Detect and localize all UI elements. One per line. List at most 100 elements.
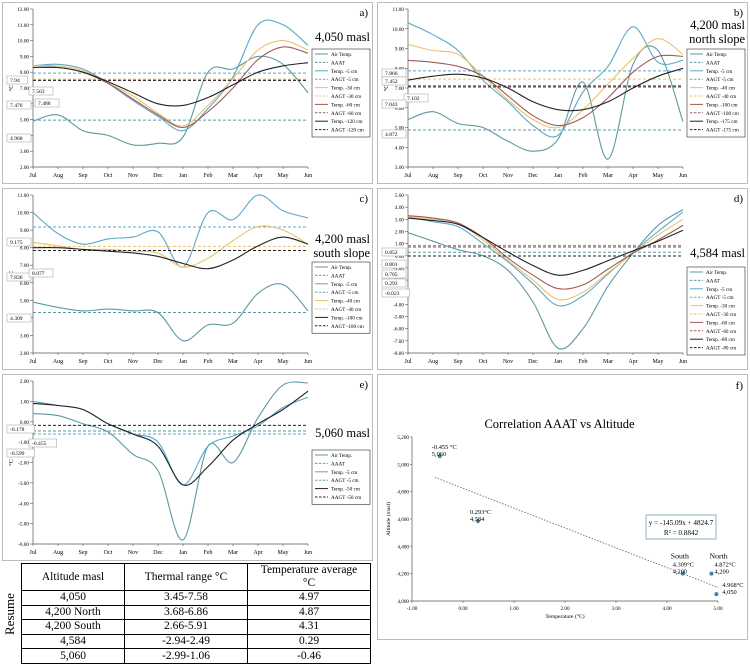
x-tick-label-e: Jan <box>179 550 187 556</box>
point-label-temp-f: -0.455 °C <box>432 444 457 451</box>
x-tick-label-e: Oct <box>104 550 113 556</box>
series-group-d <box>407 209 684 350</box>
y-tick-label-c: 5.00 <box>20 298 29 304</box>
x-tick-label-f: 0.00 <box>458 606 467 612</box>
chart-e: -6.00 -5.00 -4.00 -3.00 -2.00 -1.00 0.00 1.00 2.… <box>6 379 371 556</box>
resume-header-row: Altitude masl Thermal range °C Temperatu… <box>21 563 371 591</box>
x-tick-label-d: Feb <box>579 359 588 365</box>
series-line-d-8 <box>407 217 684 276</box>
x-tick-label-b: May <box>653 173 664 179</box>
y-tick-label-d: 4.00 <box>395 205 404 211</box>
legend-label-d: AAGT -5 cm <box>706 295 734 301</box>
series-group-b <box>407 22 684 160</box>
legend-label-a: Air Temp. <box>331 52 352 58</box>
x-tick-label-c: Mar <box>228 359 238 365</box>
panel-letter-d: d) <box>734 193 744 205</box>
chart-d: -8.00-7.00-6.00-5.00-4.00-3.00-2.00-1.00… <box>381 193 746 365</box>
x-tick-label-e: Feb <box>204 550 213 556</box>
y-tick-label-a: 7.00 <box>20 86 29 92</box>
y-axis-label-a: °C <box>8 85 15 91</box>
x-tick-label-b: Jun <box>679 173 687 179</box>
scatter-point-f <box>709 571 714 576</box>
x-tick-label-b: Oct <box>479 173 488 179</box>
y-tick-label-b: 5.00 <box>395 126 404 132</box>
x-tick-label-a: Feb <box>204 173 213 179</box>
trend-line-f <box>434 476 719 588</box>
annotation-box-a <box>28 86 54 96</box>
y-tick-label-a: 11.00 <box>18 23 30 29</box>
point-label-temp-f: 4.309°C <box>673 562 694 569</box>
scatter-point-f <box>475 519 480 524</box>
legend-label-c: Temp. -40 cm <box>331 299 360 305</box>
panel-letter-e: e) <box>359 379 368 391</box>
x-tick-label-a: Jan <box>179 173 187 179</box>
resume-cell: 3.68-6.86 <box>124 604 248 621</box>
legend-label-b: AAGT -100 cm <box>706 111 739 117</box>
series-line-c-6 <box>32 236 309 270</box>
y-tick-label-e: -5.00 <box>18 522 29 528</box>
resume-cell: 4.97 <box>247 590 371 606</box>
legend-label-d: Temp. -80 cm <box>706 337 735 343</box>
y-tick-label-d: -8.00 <box>393 351 404 357</box>
y-tick-label-f: 5,000 <box>397 462 409 468</box>
panel-subtitle-b: north slope <box>689 32 745 46</box>
x-tick-label-b: Sep <box>454 173 463 179</box>
y-tick-label-c: 2.00 <box>20 351 29 357</box>
x-tick-label-e: Jun <box>304 550 312 556</box>
x-tick-label-b: Nov <box>503 173 513 179</box>
series-line-a-6 <box>32 46 309 129</box>
annotation-label-d: 0.801 <box>385 262 398 268</box>
annotation-label-d: 0.293 <box>385 281 398 287</box>
legend-label-a: Temp. -60 cm <box>331 102 360 108</box>
panel-b: 3.004.005.006.007.008.009.0010.0011.00Ju… <box>377 2 748 184</box>
y-tick-label-c: 3.00 <box>20 333 29 339</box>
panel-letter-f: f) <box>736 380 744 392</box>
x-tick-label-b: Jan <box>554 173 562 179</box>
x-tick-label-c: Aug <box>53 359 63 365</box>
y-tick-label-d: 5.00 <box>395 193 404 199</box>
annotation-label-c: 8.077 <box>32 271 45 277</box>
x-tick-label-b: Jul <box>404 173 411 179</box>
legend-label-a: AAGT -120 cm <box>331 128 364 134</box>
resume-cell: -0.46 <box>247 648 371 664</box>
point-label-alt-f: 5,060 <box>432 451 446 458</box>
series-line-c-2 <box>32 194 309 268</box>
annotation-label-a: 7.476 <box>10 103 23 109</box>
panel-f: f) Correlation AAAT vs Altitude 4,000 4,200… <box>377 374 748 640</box>
annotation-box-e <box>6 424 35 434</box>
y-tick-label-a: 2.00 <box>20 165 29 171</box>
series-group-c <box>32 194 309 342</box>
panel-c: 2.003.004.005.006.007.008.009.0010.0011.… <box>2 188 373 370</box>
legend-label-e: Air Temp. <box>331 453 352 459</box>
y-tick-label-e: -6.00 <box>18 542 29 548</box>
legend-label-a: Temp. -5 cm <box>331 69 357 75</box>
x-tick-label-a: Apr <box>253 173 262 179</box>
x-tick-label-e: Aug <box>53 550 63 556</box>
x-tick-label-b: Apr <box>628 173 637 179</box>
resume-table: Altitude masl Thermal range °C Temperatu… <box>21 563 371 664</box>
point-label-alt-f: 4,050 <box>722 589 736 596</box>
legend-label-b: AAGT -5 cm <box>706 77 734 83</box>
legend-label-b: Temp. -100 cm <box>706 102 737 108</box>
annotation-label-b: 4.872 <box>385 132 398 138</box>
x-tick-label-d: Oct <box>479 359 488 365</box>
y-tick-label-f: 5,200 <box>397 435 409 441</box>
y-tick-label-e: -1.00 <box>18 440 29 446</box>
legend-label-a: AAGT -5 cm <box>331 77 359 83</box>
legend-label-c: AAGT -40 cm <box>331 307 361 313</box>
legend-label-e: Temp. -5 cm <box>331 470 357 476</box>
y-tick-label-d: 0.00 <box>395 254 404 260</box>
resume-cell: -2.99-1.06 <box>124 648 248 664</box>
y-tick-label-c: 8.00 <box>20 246 29 252</box>
y-tick-label-d: 3.00 <box>395 217 404 223</box>
resume-cell: 4.31 <box>247 619 371 635</box>
panel-letter-c: c) <box>359 193 368 205</box>
series-line-b-6 <box>407 54 684 127</box>
series-line-d-6 <box>407 215 684 290</box>
y-tick-label-b: 9.00 <box>395 47 404 53</box>
annotation-box-d <box>381 259 407 269</box>
y-tick-label-e: 0.00 <box>20 420 29 426</box>
x-tick-label-c: Jan <box>179 359 187 365</box>
x-tick-label-a: Jun <box>304 173 312 179</box>
x-tick-label-a: Nov <box>128 173 138 179</box>
